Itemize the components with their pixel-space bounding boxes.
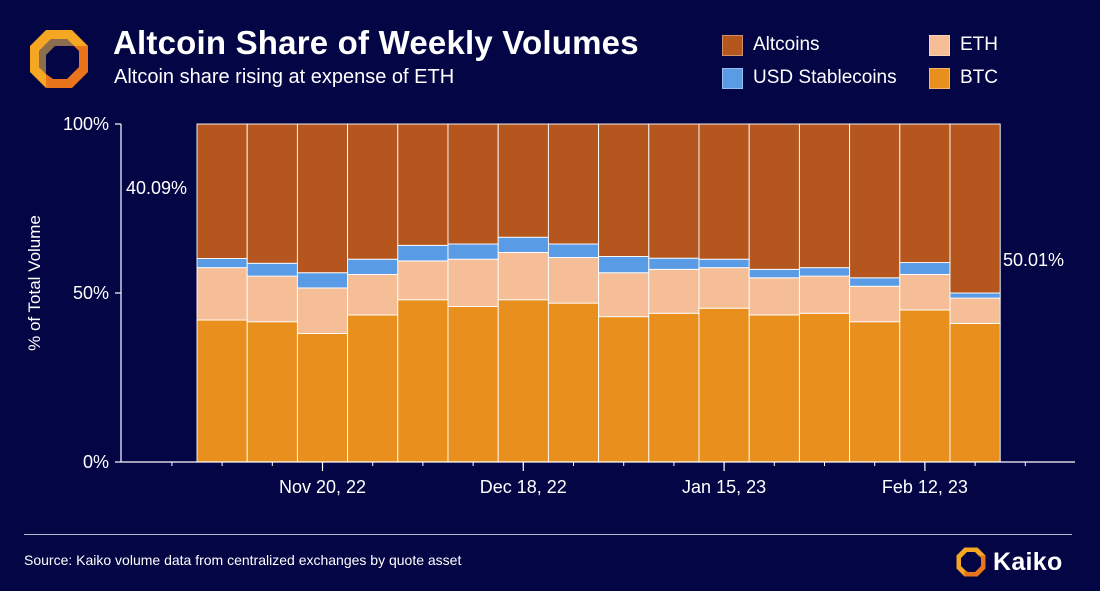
bar-segment-eth <box>296 287 349 335</box>
bar-segment-eth <box>698 267 750 309</box>
bar-segment-eth <box>899 273 951 311</box>
bar-segment-usd-stablecoins <box>798 267 851 277</box>
legend-item-usd-stablecoins: USD Stablecoins <box>722 67 897 89</box>
bar-segment-altcoins <box>547 123 600 245</box>
x-tick-label: Feb 12, 23 <box>882 477 968 497</box>
bar-segment-btc <box>347 314 399 463</box>
bar-segment-btc <box>196 319 248 463</box>
annotation-end-altcoin-share: 50.01% <box>1003 250 1064 270</box>
y-tick-label: 50% <box>73 283 109 303</box>
bar-segment-usd-stablecoins <box>447 243 499 260</box>
y-tick-label: 100% <box>63 114 109 134</box>
legend-swatch-eth <box>929 34 950 56</box>
bar-segment-usd-stablecoins <box>397 244 449 262</box>
bar-segment-btc <box>899 309 951 463</box>
bar-segment-eth <box>849 285 901 323</box>
x-tick-label: Nov 20, 22 <box>279 477 366 497</box>
bar-segment-altcoins <box>397 123 449 246</box>
bar-segment-eth <box>397 260 449 301</box>
bar-segment-usd-stablecoins <box>899 262 951 275</box>
bar-segment-btc <box>798 312 851 463</box>
bar-segment-btc <box>849 321 901 463</box>
bar-segment-altcoins <box>698 123 750 260</box>
chart-subtitle: Altcoin share rising at expense of ETH <box>114 66 455 88</box>
bar-segment-eth <box>648 268 700 314</box>
bar-segment-usd-stablecoins <box>648 257 700 270</box>
legend-label-usd-stablecoins: USD Stablecoins <box>753 67 897 88</box>
bar-segment-usd-stablecoins <box>698 258 750 269</box>
legend-item-eth: ETH <box>929 34 998 56</box>
bar-segment-eth <box>547 257 600 304</box>
bar-segment-altcoins <box>648 123 700 259</box>
bar-segment-btc <box>447 306 499 463</box>
bar-segment-usd-stablecoins <box>246 262 298 277</box>
legend-swatch-altcoins <box>722 34 743 56</box>
legend-label-eth: ETH <box>960 34 998 55</box>
x-tick-label: Jan 15, 23 <box>682 477 766 497</box>
bar-segment-btc <box>497 299 549 463</box>
bar-segment-altcoins <box>196 123 248 259</box>
legend-label-btc: BTC <box>960 67 998 88</box>
bar-segment-btc <box>246 321 298 463</box>
bar-segment-eth <box>598 272 650 318</box>
bar-segment-usd-stablecoins <box>196 258 248 269</box>
bar-segment-altcoins <box>798 123 851 269</box>
bar-segment-usd-stablecoins <box>598 256 650 274</box>
bar-segment-usd-stablecoins <box>347 258 399 275</box>
x-tick-label: Dec 18, 22 <box>480 477 567 497</box>
source-note: Source: Kaiko volume data from centraliz… <box>24 552 462 568</box>
bar-segment-altcoins <box>849 123 901 279</box>
bar-segment-eth <box>949 297 1001 324</box>
y-tick-label: 0% <box>83 452 109 472</box>
bar-segment-eth <box>798 275 851 314</box>
bar-segment-eth <box>196 267 248 321</box>
legend-swatch-usd-stablecoins <box>722 67 743 89</box>
bar-segment-btc <box>547 302 600 463</box>
bar-segment-usd-stablecoins <box>949 292 1001 299</box>
bar-segment-altcoins <box>949 123 1001 294</box>
legend-item-altcoins: Altcoins <box>722 34 820 56</box>
bar-segment-altcoins <box>598 123 650 257</box>
bar-segment-altcoins <box>347 123 399 260</box>
bar-segment-eth <box>748 277 800 316</box>
legend-label-altcoins: Altcoins <box>753 34 820 55</box>
bar-segment-eth <box>347 273 399 316</box>
bar-segment-usd-stablecoins <box>547 243 600 258</box>
bar-segment-btc <box>296 333 349 463</box>
bar-segment-altcoins <box>447 123 499 245</box>
bar-segment-altcoins <box>899 123 951 264</box>
legend-swatch-btc <box>929 67 950 89</box>
bar-segment-usd-stablecoins <box>497 236 549 253</box>
chart-legend: Altcoins ETH USD Stablecoins BTC <box>722 34 1022 94</box>
bar-segment-eth <box>246 275 298 323</box>
bar-segment-eth <box>497 251 549 301</box>
bar-segment-btc <box>397 299 449 463</box>
footer-divider <box>24 534 1072 535</box>
brand-name: Kaiko <box>993 547 1063 576</box>
y-axis-label: % of Total Volume <box>25 215 44 351</box>
bar-segment-eth <box>447 258 499 307</box>
bar-segment-btc <box>698 307 750 463</box>
bars-group <box>196 123 1001 463</box>
brand-mark: Kaiko <box>955 546 1063 578</box>
axes-group: 0% 50% 100% Nov 20, 22 Dec 18, 22 Jan 15, 23 F… <box>63 114 1075 497</box>
bar-segment-btc <box>949 322 1001 463</box>
chart-title: Altcoin Share of Weekly Volumes <box>113 24 639 61</box>
bar-segment-btc <box>748 314 800 463</box>
bar-segment-altcoins <box>497 123 549 238</box>
bar-segment-btc <box>598 316 650 463</box>
bar-segment-altcoins <box>296 123 349 274</box>
kaiko-brand-icon <box>956 547 986 577</box>
bar-segment-altcoins <box>748 123 800 270</box>
kaiko-logo-icon <box>27 27 91 91</box>
legend-item-btc: BTC <box>929 67 998 89</box>
stacked-bar-chart: 0% 50% 100% Nov 20, 22 Dec 18, 22 Jan 15, 23 F… <box>25 114 1075 497</box>
bar-segment-altcoins <box>246 123 298 264</box>
annotation-start-altcoin-share: 40.09% <box>126 178 187 198</box>
bar-segment-btc <box>648 312 700 463</box>
bar-segment-usd-stablecoins <box>748 268 800 279</box>
bar-segment-usd-stablecoins <box>849 277 901 287</box>
bar-segment-usd-stablecoins <box>296 272 349 289</box>
